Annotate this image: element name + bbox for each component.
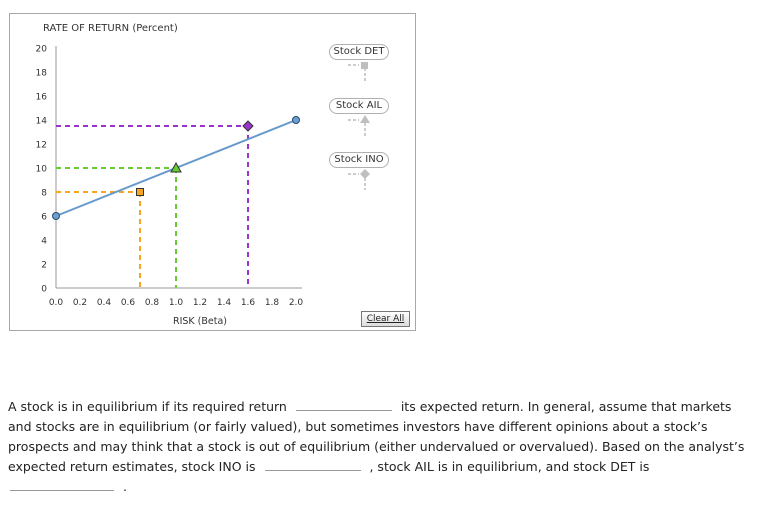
x-axis-label: RISK (Beta) <box>173 316 227 327</box>
x-tick-label: 1.6 <box>241 298 256 308</box>
x-tick-label: 0.4 <box>97 298 112 308</box>
stock-ail-button[interactable]: Stock AIL <box>329 98 389 114</box>
x-tick-label: 1.4 <box>217 298 232 308</box>
question-part-3: , stock AIL is in equilibrium, and stock… <box>369 459 650 474</box>
y-axis-label: RATE OF RETURN (Percent) <box>43 23 178 34</box>
x-tick-label: 0.8 <box>145 298 160 308</box>
question-part-2: its expected return. In general, assume … <box>8 399 745 474</box>
tool-stock-ail[interactable]: Stock AIL <box>329 98 389 150</box>
line-endpoint-handle[interactable] <box>292 116 300 124</box>
tool-stock-det[interactable]: Stock DET <box>329 44 389 96</box>
y-tick-label: 20 <box>36 45 48 55</box>
x-tick-label: 2.0 <box>289 298 304 308</box>
stock-ino-point[interactable] <box>242 120 254 132</box>
square-icon[interactable] <box>329 60 389 84</box>
stock-det-button[interactable]: Stock DET <box>329 44 389 60</box>
x-tick-label: 0.2 <box>73 298 87 308</box>
x-tick-label: 1.2 <box>193 298 207 308</box>
y-tick-label: 16 <box>36 93 48 103</box>
question-text: A stock is in equilibrium if its require… <box>8 397 758 497</box>
stock-det-point[interactable] <box>136 188 144 196</box>
x-tick-label: 0.0 <box>49 298 64 308</box>
question-part-4: . <box>122 479 127 494</box>
x-tick-label: 0.6 <box>121 298 136 308</box>
stock-ino-dropdown[interactable] <box>264 457 361 471</box>
question-part-1: A stock is in equilibrium if its require… <box>8 399 287 414</box>
chart-panel: RATE OF RETURN (Percent) RISK (Beta) 0 2 4 6 8… <box>9 13 416 331</box>
y-tick-label: 0 <box>41 285 47 295</box>
diamond-icon[interactable] <box>329 168 389 192</box>
y-tick-label: 2 <box>41 261 47 271</box>
line-endpoint-handle[interactable] <box>52 212 60 220</box>
y-tick-label: 14 <box>36 117 48 127</box>
y-tick-label: 6 <box>41 213 47 223</box>
y-tick-label: 10 <box>36 165 48 175</box>
x-tick-label: 1.0 <box>169 298 184 308</box>
stock-det-dropdown[interactable] <box>10 477 114 491</box>
stock-ail-point[interactable] <box>170 161 182 173</box>
y-tick-label: 12 <box>36 141 47 151</box>
tool-stock-ino[interactable]: Stock INO <box>329 152 389 204</box>
y-tick-label: 8 <box>41 189 47 199</box>
triangle-icon[interactable] <box>329 114 389 138</box>
equilibrium-dropdown[interactable] <box>295 397 392 411</box>
y-tick-label: 18 <box>36 69 48 79</box>
y-tick-label: 4 <box>41 237 47 247</box>
x-tick-label: 1.8 <box>265 298 280 308</box>
clear-all-button[interactable]: Clear All <box>361 311 410 327</box>
stock-ino-button[interactable]: Stock INO <box>329 152 389 168</box>
chart-plot: RATE OF RETURN (Percent) RISK (Beta) 0 2 4 6 8… <box>36 23 304 327</box>
